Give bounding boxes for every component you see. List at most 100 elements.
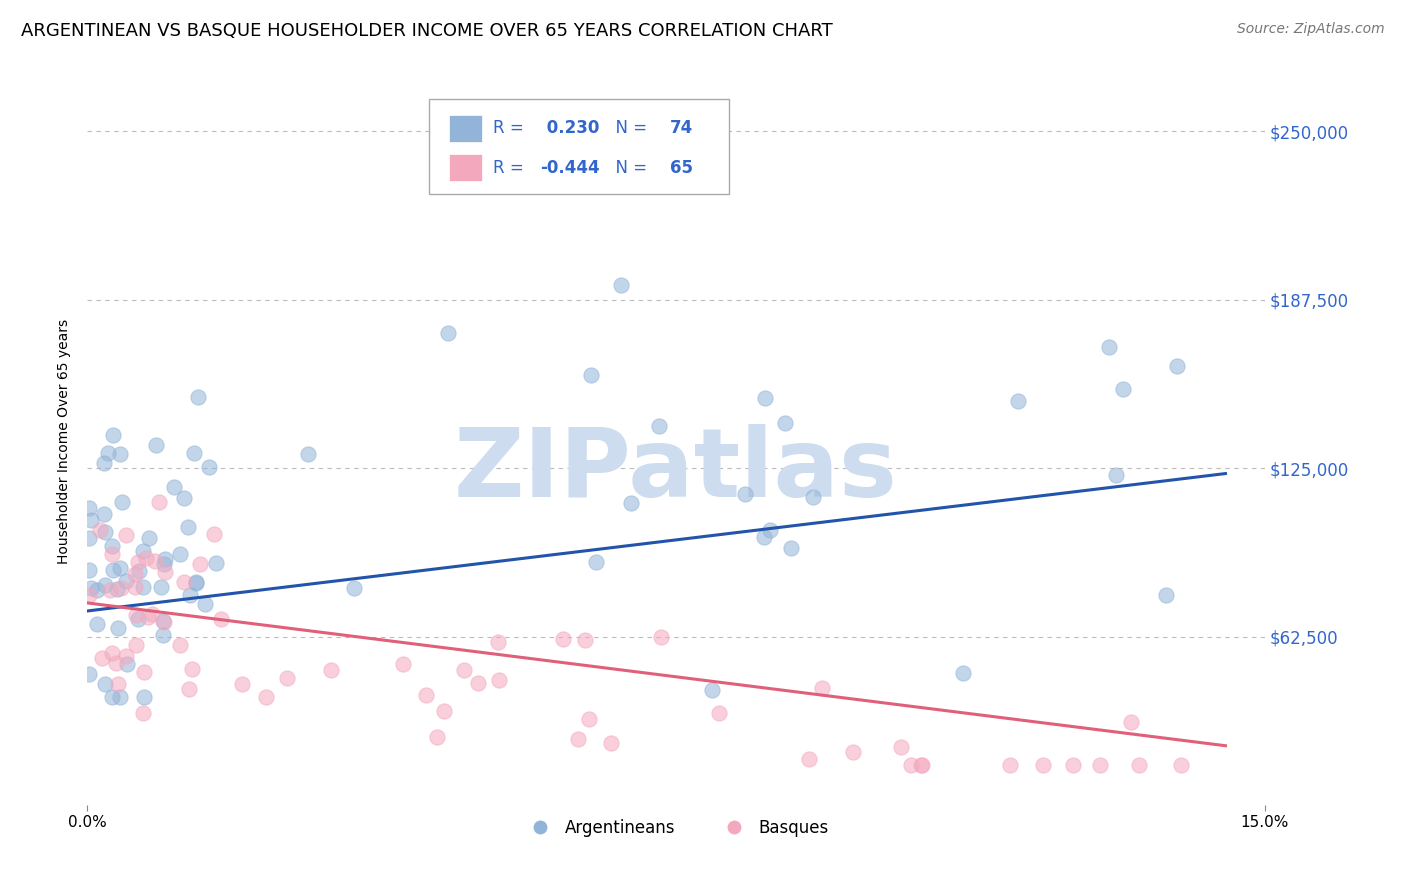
Point [100,582,122,597]
FancyBboxPatch shape [449,153,482,181]
Point [153,565,176,579]
Point [911,757,934,772]
Point [952,666,974,681]
Point [810,681,832,696]
Point [342,581,364,595]
Point [998,757,1021,772]
Point [100,647,122,661]
Point [499,151,522,165]
Point [910,757,932,772]
Point [453,664,475,678]
Point [107,621,129,635]
Point [841,745,863,759]
Point [578,712,600,726]
Point [169,547,191,561]
Point [97,446,120,460]
Point [93,456,115,470]
Point [799,751,821,765]
Point [734,487,756,501]
Point [415,688,437,702]
Point [1032,757,1054,772]
Point [1098,340,1121,354]
Point [1007,394,1029,409]
Point [132,544,155,558]
Point [650,630,672,644]
Point [135,551,157,566]
Point [1166,359,1188,373]
Text: Source: ZipAtlas.com: Source: ZipAtlas.com [1237,22,1385,37]
Point [198,460,221,475]
Point [231,676,253,690]
Point [610,277,633,292]
Point [488,673,510,687]
Point [101,563,124,577]
Text: R =: R = [494,120,530,137]
Point [108,561,131,575]
Point [186,390,208,404]
Point [132,706,155,720]
Point [707,706,730,721]
Point [297,446,319,460]
Point [153,615,176,629]
Point [101,690,124,705]
Point [125,607,148,622]
Y-axis label: Householder Income Over 65 years: Householder Income Over 65 years [58,318,72,564]
Point [169,639,191,653]
Point [1112,382,1135,396]
Point [77,563,100,577]
Point [152,614,174,628]
Point [321,663,343,677]
Point [1088,757,1111,772]
Point [101,539,124,553]
Point [752,530,775,544]
Point [145,438,167,452]
Point [574,632,596,647]
Point [138,531,160,545]
Point [1156,588,1178,602]
Point [700,683,723,698]
Point [115,648,138,663]
Point [94,525,117,540]
Point [149,580,172,594]
Point [205,556,228,570]
Point [132,580,155,594]
Point [184,574,207,589]
Point [115,528,138,542]
Point [127,555,149,569]
Point [77,500,100,515]
Point [153,557,176,571]
Point [647,418,669,433]
Point [141,607,163,622]
Text: 65: 65 [671,159,693,177]
Point [86,583,108,598]
Point [93,508,115,522]
Point [1062,757,1084,772]
Point [426,731,449,745]
Point [134,665,156,679]
Point [486,634,509,648]
Point [184,575,207,590]
Point [86,616,108,631]
Point [600,735,623,749]
Point [89,523,111,537]
Point [754,391,776,405]
Point [1105,467,1128,482]
Point [780,541,803,555]
Point [80,512,103,526]
Point [117,657,139,672]
Point [585,555,607,569]
Point [79,531,101,545]
Point [1119,714,1142,729]
Point [211,612,233,626]
Point [433,704,456,718]
Point [183,446,205,460]
Text: -0.444: -0.444 [540,159,600,177]
Point [80,581,103,595]
FancyBboxPatch shape [449,114,482,142]
Point [759,523,782,537]
Point [179,588,201,602]
Point [579,368,602,383]
Point [125,638,148,652]
Point [1170,757,1192,772]
Point [127,611,149,625]
